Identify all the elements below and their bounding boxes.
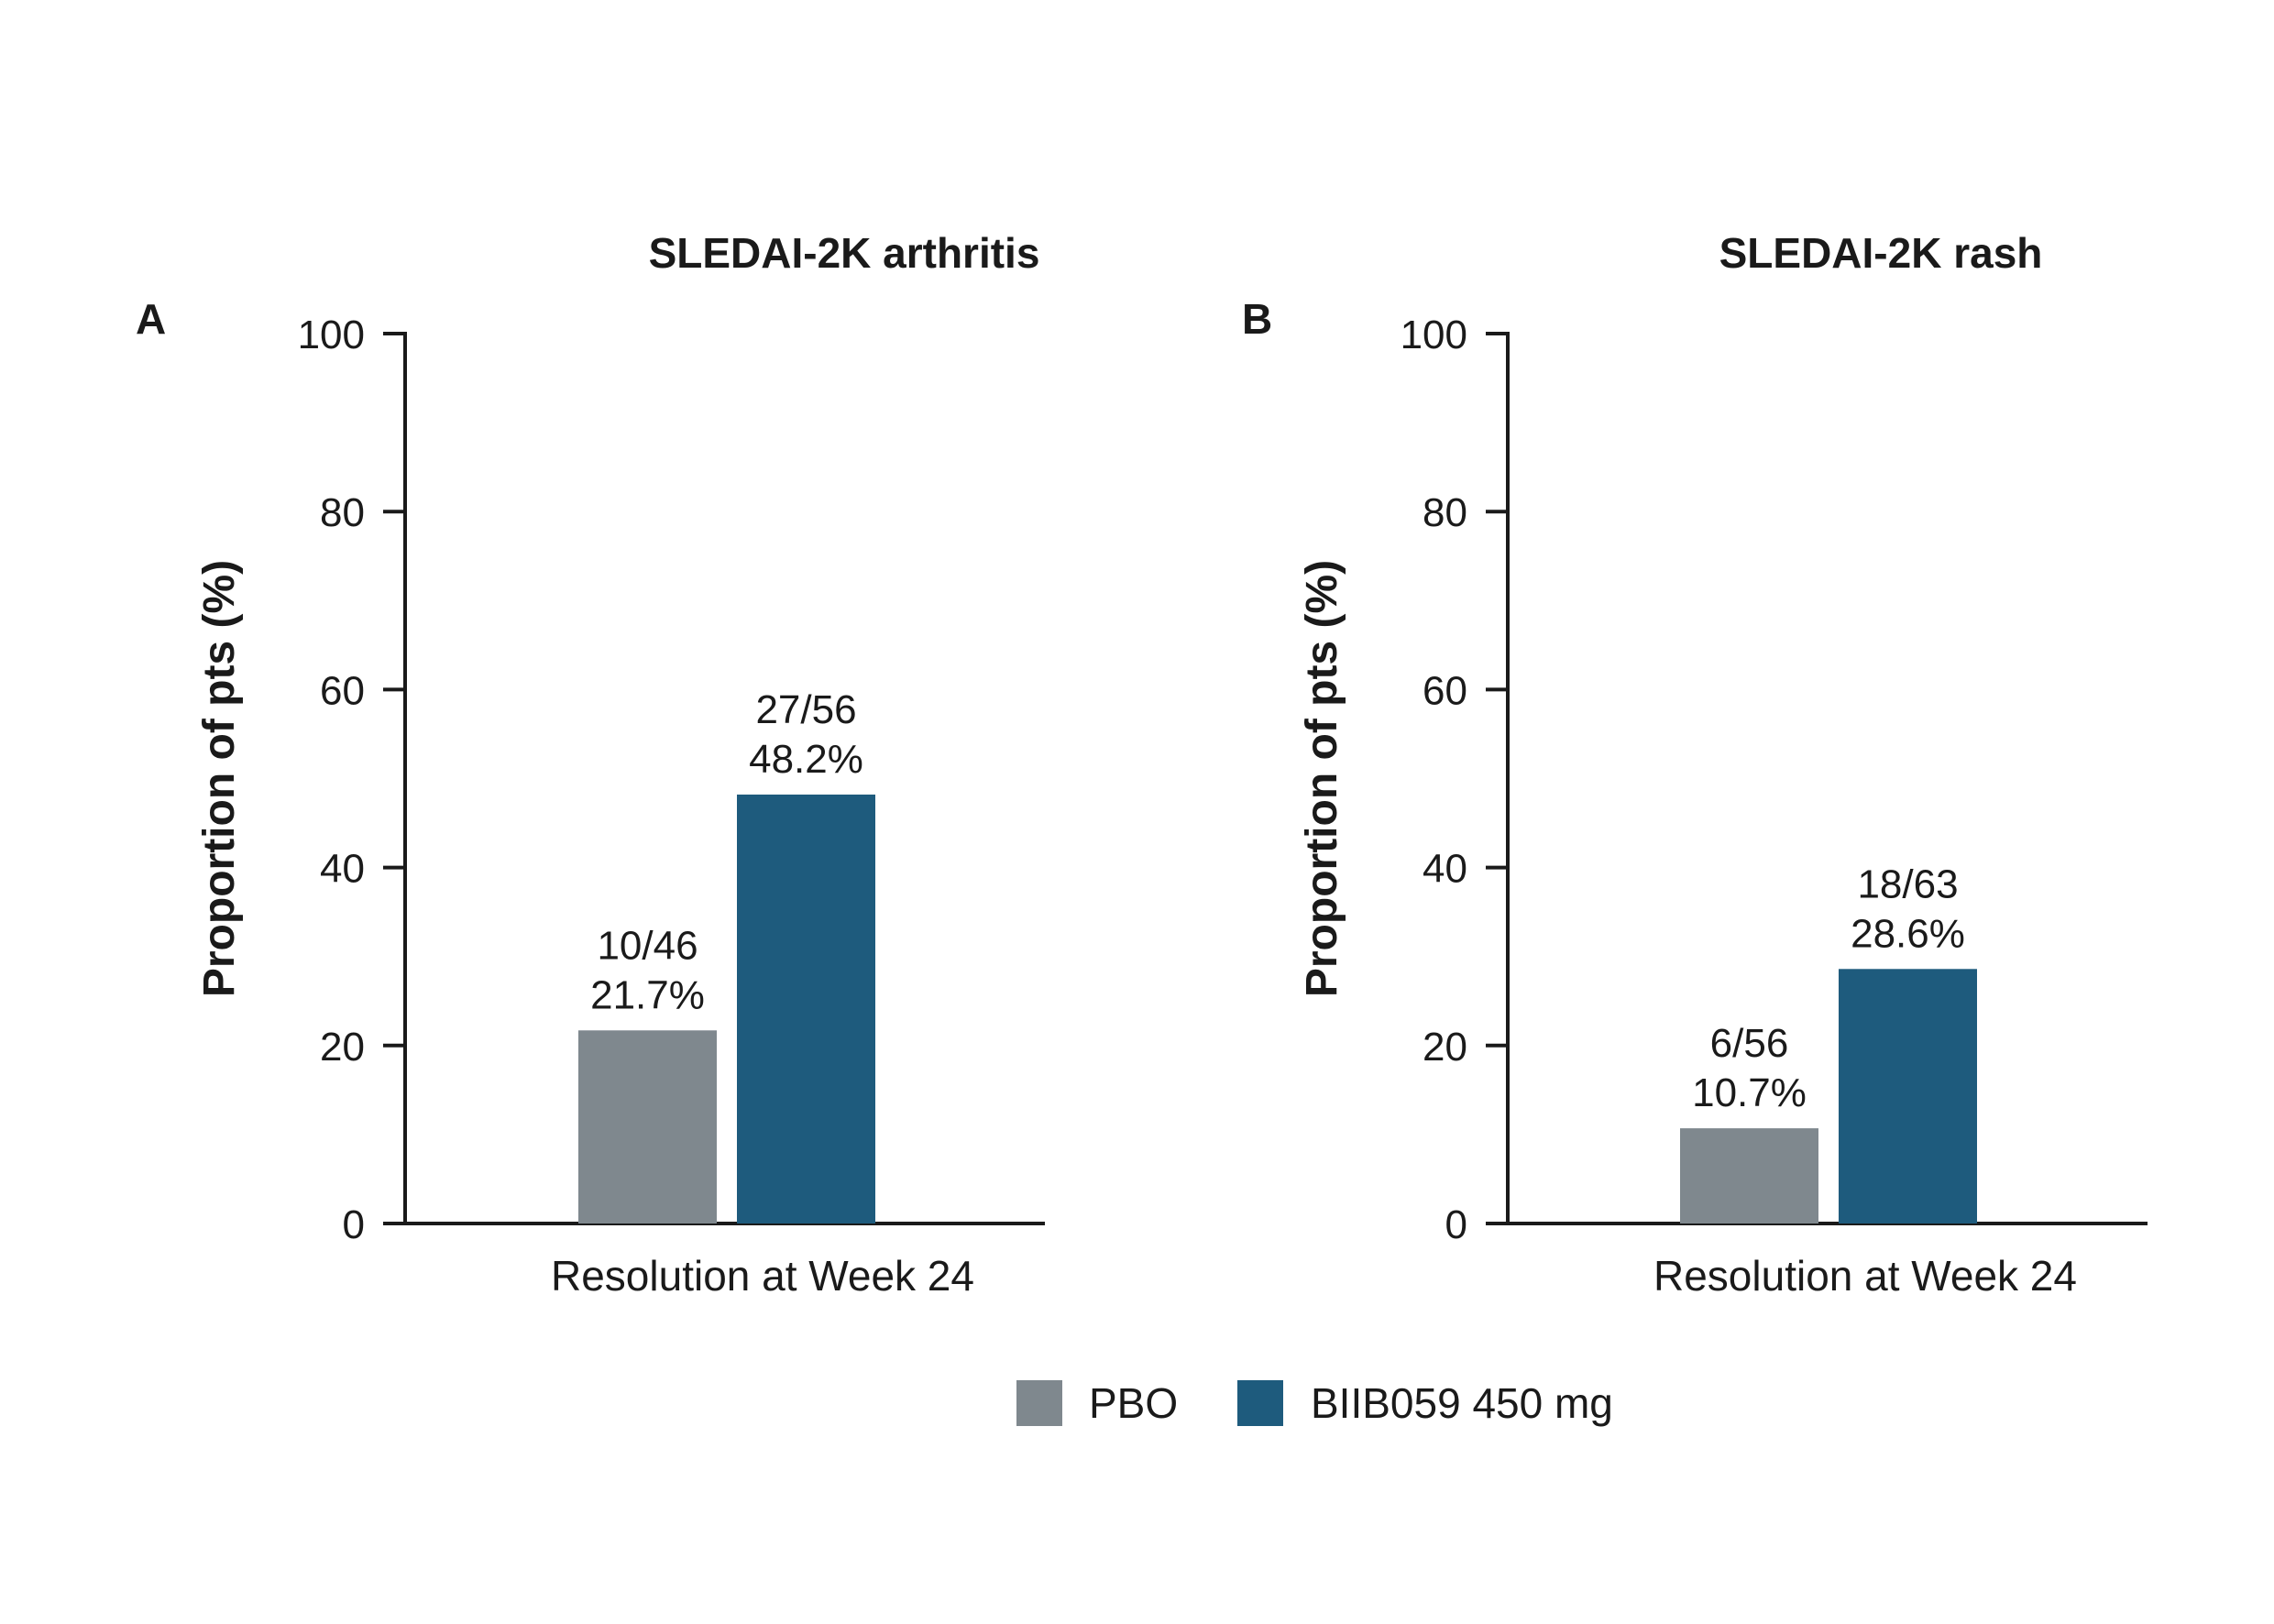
bar-count-label: 6/56: [1710, 1021, 1789, 1066]
y-tick-label: 0: [343, 1202, 365, 1247]
bar-count-label: 10/46: [597, 923, 698, 968]
panel-a-chart: SLEDAI-2K arthritis A 0 20 40 60 80 100 Proporti…: [136, 229, 1045, 1300]
bar-count-label: 18/63: [1857, 861, 1958, 906]
y-tick-label: 60: [320, 668, 365, 713]
y-tick-label: 20: [1423, 1025, 1467, 1070]
y-tick-label: 100: [298, 313, 365, 357]
chart-title: SLEDAI-2K rash: [1719, 229, 2043, 277]
x-axis-label: Resolution at Week 24: [1653, 1252, 2077, 1300]
y-tick-label: 20: [320, 1025, 365, 1070]
y-tick-label: 40: [1423, 847, 1467, 892]
y-tick-label: 60: [1423, 668, 1467, 713]
bar-biib059: [737, 794, 875, 1223]
chart-title: SLEDAI-2K arthritis: [649, 229, 1040, 277]
panel-b-chart: SLEDAI-2K rash B 0 20 40 60 80 100 Proportion of…: [1242, 229, 2148, 1300]
y-tick-label: 0: [1445, 1202, 1467, 1247]
bar-value-label: 10.7%: [1692, 1070, 1807, 1115]
bar-value-label: 21.7%: [590, 972, 705, 1017]
bar-biib059: [1839, 969, 1977, 1223]
y-tick-label: 40: [320, 847, 365, 892]
bar-value-label: 28.6%: [1851, 911, 1965, 956]
bar-value-label: 48.2%: [749, 737, 863, 782]
bar-pbo: [1680, 1128, 1818, 1223]
legend-swatch: [1016, 1380, 1062, 1426]
panel-letter: A: [136, 295, 166, 343]
y-axis-label: Proportion of pts (%): [1298, 560, 1346, 997]
legend-swatch: [1237, 1380, 1283, 1426]
legend-label: PBO: [1089, 1379, 1178, 1427]
y-tick-label: 80: [1423, 490, 1467, 535]
y-tick-label: 80: [320, 490, 365, 535]
legend-label: BIIB059 450 mg: [1311, 1379, 1613, 1427]
y-axis-label: Proportion of pts (%): [195, 560, 244, 997]
x-axis-label: Resolution at Week 24: [551, 1252, 974, 1300]
bar-pbo: [578, 1030, 717, 1223]
y-tick-label: 100: [1401, 313, 1467, 357]
bar-count-label: 27/56: [755, 687, 856, 732]
panel-letter: B: [1242, 295, 1272, 343]
legend: PBO BIIB059 450 mg: [1016, 1379, 1613, 1427]
